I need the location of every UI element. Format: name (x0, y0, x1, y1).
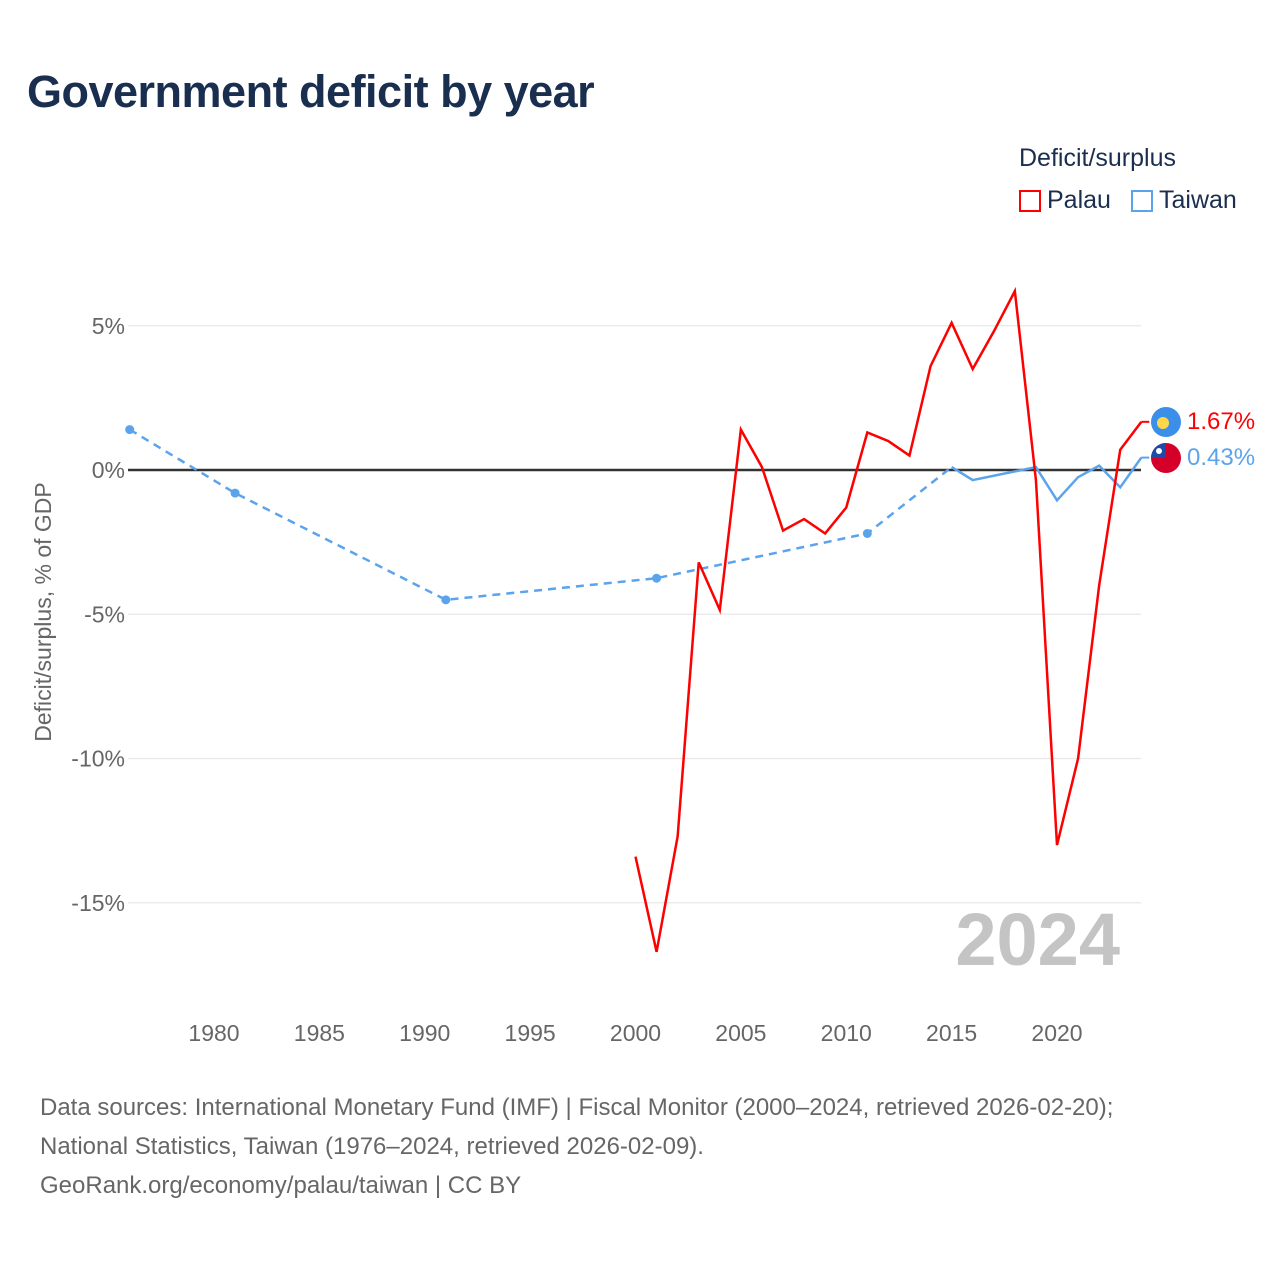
y-tick-label: 5% (92, 313, 125, 339)
legend-item-palau[interactable]: Palau (1019, 186, 1111, 215)
taiwan-point (125, 425, 135, 435)
footer-sources-2: National Statistics, Taiwan (1976–2024, … (40, 1133, 704, 1160)
taiwan-point (652, 573, 662, 583)
y-tick-label: -15% (71, 890, 125, 916)
x-tick-label: 1980 (188, 1020, 239, 1046)
legend-label: Palau (1047, 186, 1111, 214)
footer: Data sources: International Monetary Fun… (40, 1088, 1113, 1205)
taiwan-point (441, 595, 451, 605)
footer-sources: Data sources: International Monetary Fun… (40, 1094, 1114, 1121)
legend-swatch (1131, 189, 1153, 212)
x-tick-label: 2005 (715, 1020, 766, 1046)
legend-item-taiwan[interactable]: Taiwan (1131, 186, 1237, 215)
taiwan-point (230, 488, 240, 498)
x-tick-label: 1995 (505, 1020, 556, 1046)
palau-end-label: 1.67% (1187, 408, 1255, 435)
x-tick-label: 1990 (399, 1020, 450, 1046)
y-tick-label: -5% (84, 601, 125, 627)
palau-flag-sun-icon (1157, 417, 1169, 429)
legend-label: Taiwan (1159, 186, 1237, 214)
footer-link[interactable]: GeoRank.org/economy/palau/taiwan | CC BY (40, 1172, 522, 1199)
x-tick-label: 2010 (821, 1020, 872, 1046)
chart-title: Government deficit by year (27, 66, 595, 117)
taiwan-flag-sun-icon (1156, 448, 1162, 454)
x-tick-label: 2020 (1031, 1020, 1082, 1046)
legend-title: Deficit/surplus (1019, 144, 1176, 172)
x-tick-label: 2000 (610, 1020, 661, 1046)
x-tick-label: 1985 (294, 1020, 345, 1046)
palau-line (634, 286, 1143, 953)
legend-swatch (1019, 189, 1041, 212)
taiwan-line (950, 456, 1143, 503)
taiwan-dashed-line (129, 428, 953, 602)
year-watermark: 2024 (955, 898, 1120, 981)
taiwan-point (862, 528, 872, 538)
y-axis-label: Deficit/surplus, % of GDP (30, 482, 56, 741)
y-tick-label: -10% (71, 746, 125, 772)
x-tick-label: 2015 (926, 1020, 977, 1046)
taiwan-end-label: 0.43% (1187, 444, 1255, 471)
y-tick-label: 0% (92, 457, 125, 483)
